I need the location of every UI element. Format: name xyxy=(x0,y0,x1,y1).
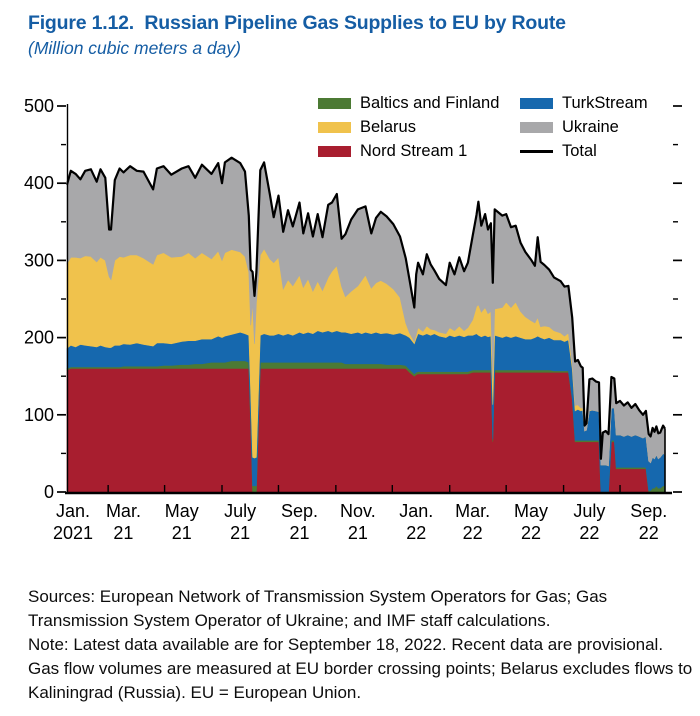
y-axis-label: 100 xyxy=(24,405,54,425)
legend-item-baltics-and-finland: Baltics and Finland xyxy=(318,92,520,115)
y-axis-label: 500 xyxy=(24,96,54,116)
x-axis-label-year: 22 xyxy=(521,523,541,543)
x-axis-label-month: July xyxy=(573,501,605,521)
legend-line-swatch xyxy=(520,150,553,153)
legend-label: Belarus xyxy=(360,118,416,136)
x-axis-label-year: 21 xyxy=(289,523,309,543)
legend-color-swatch xyxy=(318,98,351,109)
legend-label: Nord Stream 1 xyxy=(360,142,468,160)
x-axis-label-month: May xyxy=(514,501,548,521)
sources-text: Sources: European Network of Transmissio… xyxy=(28,587,608,630)
total-line xyxy=(65,156,666,460)
x-axis-label-month: July xyxy=(224,501,256,521)
legend-item-total: Total xyxy=(520,140,648,163)
legend-label: TurkStream xyxy=(562,94,648,112)
x-axis-label-year: 21 xyxy=(230,523,250,543)
x-axis-label-year: 22 xyxy=(406,523,426,543)
legend-color-swatch xyxy=(318,146,351,157)
x-axis-label-year: 22 xyxy=(463,523,483,543)
x-axis-label-month: Mar. xyxy=(106,501,141,521)
x-axis-label-year: 21 xyxy=(348,523,368,543)
legend-label: Total xyxy=(562,142,597,160)
y-axis-label: 400 xyxy=(24,173,54,193)
figure-footer: Sources: European Network of Transmissio… xyxy=(28,585,696,705)
legend-item-belarus: Belarus xyxy=(318,116,520,139)
legend-color-swatch xyxy=(318,122,351,133)
x-axis-label-year: 22 xyxy=(639,523,659,543)
legend-label: Ukraine xyxy=(562,118,619,136)
x-axis-label-year: 21 xyxy=(172,523,192,543)
x-axis-label-month: Mar. xyxy=(455,501,490,521)
x-axis-label-month: Sep. xyxy=(630,501,667,521)
x-axis-label-month: Jan. xyxy=(399,501,433,521)
legend-color-swatch xyxy=(520,98,553,109)
y-axis-label: 0 xyxy=(44,482,54,502)
legend-color-swatch xyxy=(520,122,553,133)
x-axis-label-year: 21 xyxy=(113,523,133,543)
y-axis-label: 200 xyxy=(24,328,54,348)
note-text: Note: Latest data available are for Sept… xyxy=(28,634,693,702)
x-axis-label-month: Nov. xyxy=(340,501,376,521)
legend-item-nord-stream-1: Nord Stream 1 xyxy=(318,140,520,163)
y-axis-label: 300 xyxy=(24,250,54,270)
legend-item-turkstream: TurkStream xyxy=(520,92,648,115)
x-axis-label-year: 22 xyxy=(579,523,599,543)
figure-subtitle: (Million cubic meters a day) xyxy=(28,38,241,58)
chart-legend: Baltics and Finland TurkStream Belarus Ukra… xyxy=(318,92,648,163)
legend-label: Baltics and Finland xyxy=(360,94,500,112)
x-axis-label-month: May xyxy=(165,501,199,521)
figure-title: Figure 1.12. Russian Pipeline Gas Suppli… xyxy=(28,12,566,34)
x-axis-label-month: Jan. xyxy=(56,501,90,521)
legend-item-ukraine: Ukraine xyxy=(520,116,648,139)
x-axis-label-year: 2021 xyxy=(53,523,93,543)
x-axis-label-month: Sep. xyxy=(281,501,318,521)
